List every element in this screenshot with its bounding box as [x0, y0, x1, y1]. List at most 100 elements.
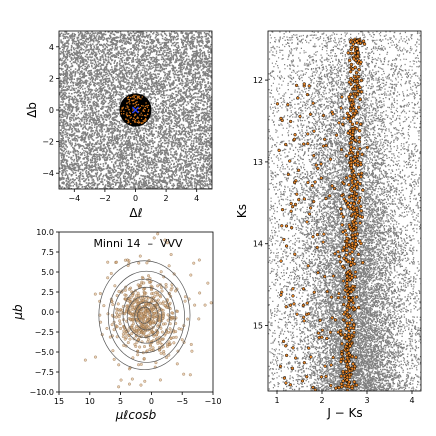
cmd-member-star	[280, 290, 284, 294]
cmd-member-star	[340, 193, 344, 198]
spatial-member-star	[134, 118, 137, 121]
spatial-member-star	[132, 117, 135, 119]
cmd-member-star	[289, 119, 293, 124]
cmd-member-star	[345, 274, 349, 279]
cmd-member-star	[336, 330, 340, 334]
proper-motion-star	[122, 329, 126, 333]
cmd-member-star	[347, 385, 352, 389]
proper-motion-star	[129, 308, 133, 312]
spatial-member-star	[146, 106, 149, 108]
proper-motion-star	[152, 236, 156, 240]
cmd-member-star	[341, 230, 345, 234]
cmd-member-star	[329, 295, 334, 299]
proper-motion-star	[136, 353, 140, 357]
cmd-member-star	[348, 98, 353, 102]
spatial-member-star	[127, 106, 129, 108]
cmd-member-star	[349, 108, 353, 113]
proper-motion-star	[156, 331, 160, 335]
cmd-member-star	[356, 252, 361, 257]
cmd-member-star	[291, 204, 295, 209]
cmd-member-star	[346, 365, 351, 370]
cmd-member-star	[279, 293, 283, 297]
proper-motion-star	[83, 358, 87, 362]
proper-motion-panel: 15 10 5 0 −5 −10 10.0 7.5 5.0 2.5 0.0 −2.5 −5.0 −7.5 −…	[11, 228, 222, 422]
proper-motion-star	[155, 333, 159, 337]
spatial-member-star	[131, 99, 133, 102]
cmd-member-star	[308, 112, 313, 116]
cmd-member-star	[350, 204, 355, 209]
cmd-member-star	[358, 122, 363, 126]
proper-motion-star	[119, 326, 123, 330]
cmd-member-star	[349, 163, 354, 167]
cmd-member-star	[356, 152, 360, 156]
cmd-member-star	[338, 328, 343, 333]
spatial-member-star	[126, 97, 129, 99]
spatial-member-star	[128, 121, 130, 123]
proper-motion-star	[116, 302, 120, 306]
cmd-member-star	[311, 385, 315, 390]
cmd-member-star	[356, 305, 361, 310]
proper-motion-star	[128, 337, 132, 341]
cmd-member-star	[344, 327, 349, 331]
cmd-member-star	[321, 144, 326, 148]
cmd-member-star	[334, 133, 339, 137]
cmd-member-star	[311, 235, 315, 239]
spatial-member-star	[125, 107, 127, 110]
proper-motion-star	[156, 341, 160, 345]
spatial-member-star	[138, 95, 140, 98]
spatial-member-star	[128, 98, 131, 101]
proper-motion-star	[141, 318, 145, 322]
cmd-member-star	[284, 224, 289, 228]
cmd-x-tick-label: 3	[364, 396, 369, 405]
proper-motion-star	[170, 315, 174, 319]
proper-motion-star	[115, 307, 119, 311]
cmd-member-star	[280, 224, 284, 228]
spatial-member-star	[131, 96, 134, 98]
proper-motion-x-tick-label: −10	[205, 397, 222, 406]
cmd-member-star	[352, 380, 357, 384]
proper-motion-star	[148, 348, 152, 352]
proper-motion-star	[148, 321, 152, 325]
cmd-member-star	[291, 346, 295, 350]
proper-motion-x-tick-label: 10	[85, 397, 95, 406]
cmd-member-star	[359, 171, 364, 176]
cmd-member-star	[341, 122, 345, 126]
cmd-member-star	[304, 312, 309, 317]
proper-motion-star	[161, 302, 165, 306]
proper-motion-y-label: μb	[11, 304, 25, 321]
spatial-member-star	[142, 105, 144, 107]
spatial-member-star	[137, 103, 140, 106]
proper-motion-star	[132, 306, 136, 310]
cmd-member-star	[347, 286, 352, 291]
cmd-member-star	[354, 196, 358, 200]
spatial-member-star	[142, 121, 144, 124]
spatial-member-star	[140, 122, 142, 124]
proper-motion-star	[112, 328, 116, 332]
spatial-x-tick-label: −4	[68, 194, 80, 203]
cmd-member-star	[330, 184, 334, 188]
cmd-member-star	[346, 303, 350, 308]
spatial-member-star	[144, 120, 146, 122]
proper-motion-y-tick-label: 0.0	[41, 308, 54, 317]
proper-motion-star	[142, 357, 146, 361]
cmd-member-star	[348, 69, 353, 74]
cmd-member-star	[349, 140, 354, 145]
cmd-member-star	[314, 163, 318, 167]
proper-motion-star	[147, 274, 151, 278]
cmd-member-star	[294, 356, 298, 360]
cmd-member-star	[339, 374, 344, 378]
spatial-member-star	[143, 107, 146, 110]
proper-motion-star	[156, 293, 160, 297]
spatial-member-star	[121, 107, 123, 109]
spatial-member-star	[147, 110, 149, 113]
spatial-member-star	[138, 108, 140, 110]
cmd-member-star	[286, 103, 290, 107]
proper-motion-star	[118, 312, 122, 316]
cmd-member-star	[331, 355, 335, 360]
proper-motion-star	[156, 284, 160, 288]
proper-motion-star	[131, 318, 135, 322]
cmd-member-star	[332, 186, 337, 191]
cmd-member-star	[348, 92, 353, 97]
cmd-member-star	[323, 137, 327, 142]
cmd-member-star	[354, 236, 358, 240]
